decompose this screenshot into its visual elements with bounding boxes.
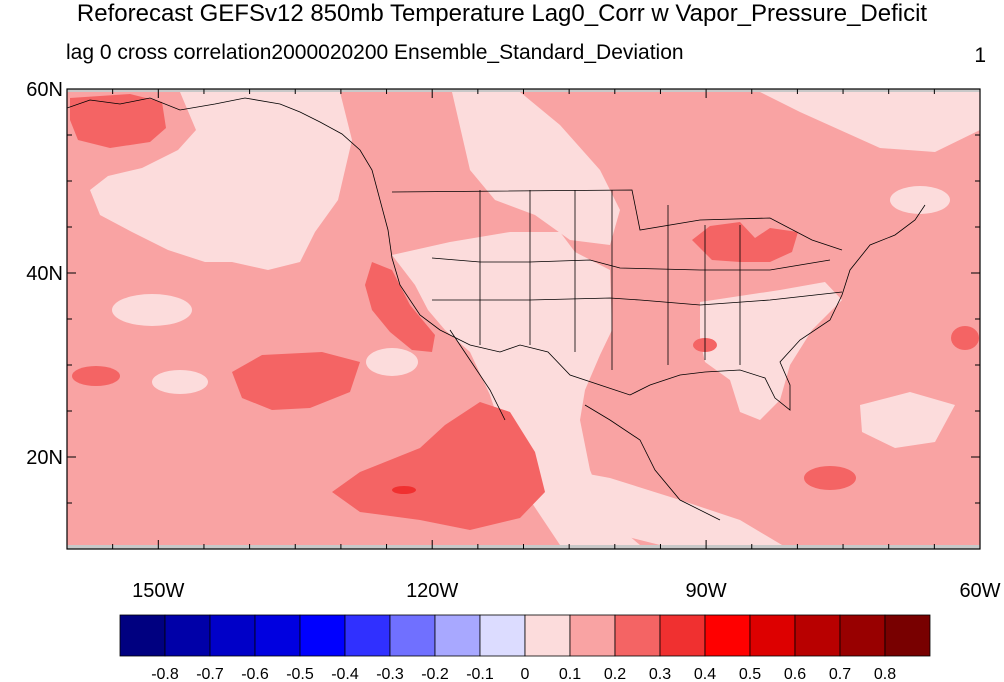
colorbar-label: 0.5 [739, 666, 761, 682]
colorbar-swatch [389, 614, 436, 657]
mid-region-great-lakes [692, 222, 798, 262]
light-region-pacific-east [112, 294, 192, 326]
colorbar-swatch [119, 614, 166, 657]
colorbar-swatch [884, 614, 931, 657]
map-subtitle: lag 0 cross correlation2000020200 Ensemb… [66, 41, 684, 64]
colorbar-swatch [299, 614, 346, 657]
colorbar-swatch [704, 614, 751, 657]
colorbar-swatch [794, 614, 841, 657]
colorbar-label: 0.3 [649, 666, 671, 682]
colorbar-label: 0.4 [694, 666, 716, 682]
lon-tick-label: 150W [132, 580, 184, 602]
colorbar-swatch [524, 614, 571, 657]
light-region-atlantic-north [890, 186, 950, 214]
colorbar-label: 0.1 [559, 666, 581, 682]
light-region-atlantic [860, 392, 955, 448]
colorbar-swatch [614, 614, 661, 657]
light-region-north-pacific [90, 92, 352, 270]
light-region-pacific-mid [366, 348, 418, 376]
colorbar-swatch [569, 614, 616, 657]
coastlines [67, 97, 926, 521]
colorbar-swatch [164, 614, 211, 657]
colorbar-label: -0.1 [466, 666, 494, 682]
colorbar-label: 0.8 [874, 666, 896, 682]
colorbar-label: -0.3 [376, 666, 404, 682]
light-region-great-plains [452, 92, 620, 245]
high-region-spot [392, 486, 416, 494]
colorbar-label: -0.6 [241, 666, 269, 682]
panel-number: 1 [974, 44, 986, 67]
colorbar-swatch [659, 614, 706, 657]
colorbar-swatch [344, 614, 391, 657]
mid-region-subtropical-pacific [232, 352, 360, 410]
field-low-regions [90, 92, 980, 545]
lon-tick-label: 90W [686, 580, 727, 602]
lat-tick-label: 20N [26, 447, 63, 469]
colorbar-label: -0.7 [196, 666, 224, 682]
lat-tick-label: 40N [26, 263, 63, 285]
light-region-northeast [760, 92, 980, 152]
map-title: Reforecast GEFSv12 850mb Temperature Lag… [76, 0, 928, 27]
mid-region-pacific-west [72, 366, 120, 386]
colorbar-label: -0.2 [421, 666, 449, 682]
light-region-west-us [392, 232, 640, 545]
colorbar-label: 0.7 [829, 666, 851, 682]
light-region-southeast [700, 282, 842, 420]
colorbar-swatch [254, 614, 301, 657]
colorbar-label: 0 [521, 666, 530, 682]
light-region-pacific-south [152, 370, 208, 394]
light-region-central-america [540, 465, 782, 545]
colorbar-swatch [839, 614, 886, 657]
mid-region-east-atlantic [951, 326, 979, 350]
mid-region-southwest-atlantic [804, 466, 856, 490]
lon-tick-label: 120W [406, 580, 458, 602]
lat-tick-label: 60N [26, 79, 63, 101]
colorbar-swatch [749, 614, 796, 657]
axis-ticks: 60N 40N 20N 150W 120W 90W 60W [26, 79, 1000, 602]
colorbar-label: 0.2 [604, 666, 626, 682]
colorbar-label: -0.5 [286, 666, 314, 682]
colorbar-swatch [209, 614, 256, 657]
mid-region-gulf-of-alaska [70, 94, 166, 148]
colorbar: -0.8 -0.7 -0.6 -0.5 -0.4 -0.3 -0.2 -0.1 0 0.1 0.2 0… [119, 614, 931, 682]
colorbar-swatch [479, 614, 526, 657]
map-area [67, 89, 980, 549]
mid-region-tropical-pacific [332, 402, 545, 530]
field-mid-regions [70, 94, 979, 530]
colorbar-swatch [434, 614, 481, 657]
colorbar-label: -0.4 [331, 666, 359, 682]
colorbar-label: -0.8 [151, 666, 179, 682]
mid-region-california-coast [365, 262, 435, 352]
lon-tick-label: 60W [959, 580, 1000, 602]
colorbar-label: 0.6 [784, 666, 806, 682]
